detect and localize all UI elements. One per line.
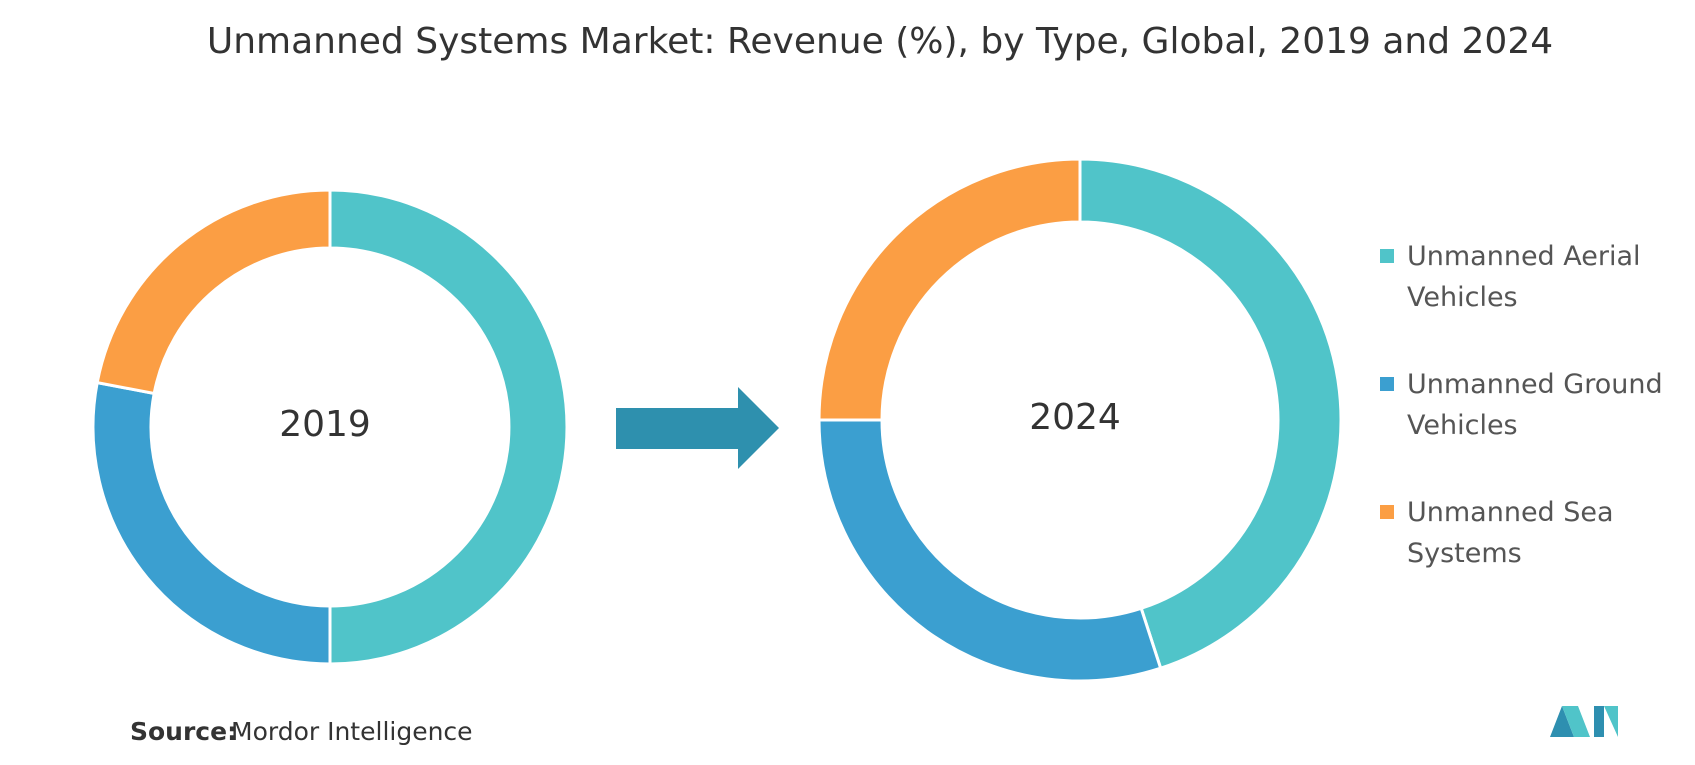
logo [1550,706,1618,737]
legend-label: Unmanned Ground Vehicles [1407,369,1663,441]
chart-title: Unmanned Systems Market: Revenue (%), by… [207,21,1553,62]
legend-label: Unmanned Aerial Vehicles [1407,241,1641,313]
center-label: 2019 [279,404,371,445]
donut-segment [817,157,1082,422]
legend-swatch [1380,505,1394,519]
legend-swatch [1380,377,1394,391]
source: Mordor Intelligence [231,717,473,746]
arrow [616,387,779,469]
legend-swatch [1380,249,1394,263]
donut-segment [817,418,1163,683]
donut-segment [1078,157,1343,671]
legend-label: Unmanned Sea Systems [1407,497,1614,569]
source-label: Source: [130,717,237,746]
donut-segment [328,188,569,666]
donut-segment [95,188,332,396]
center-label: 2024 [1029,397,1121,438]
